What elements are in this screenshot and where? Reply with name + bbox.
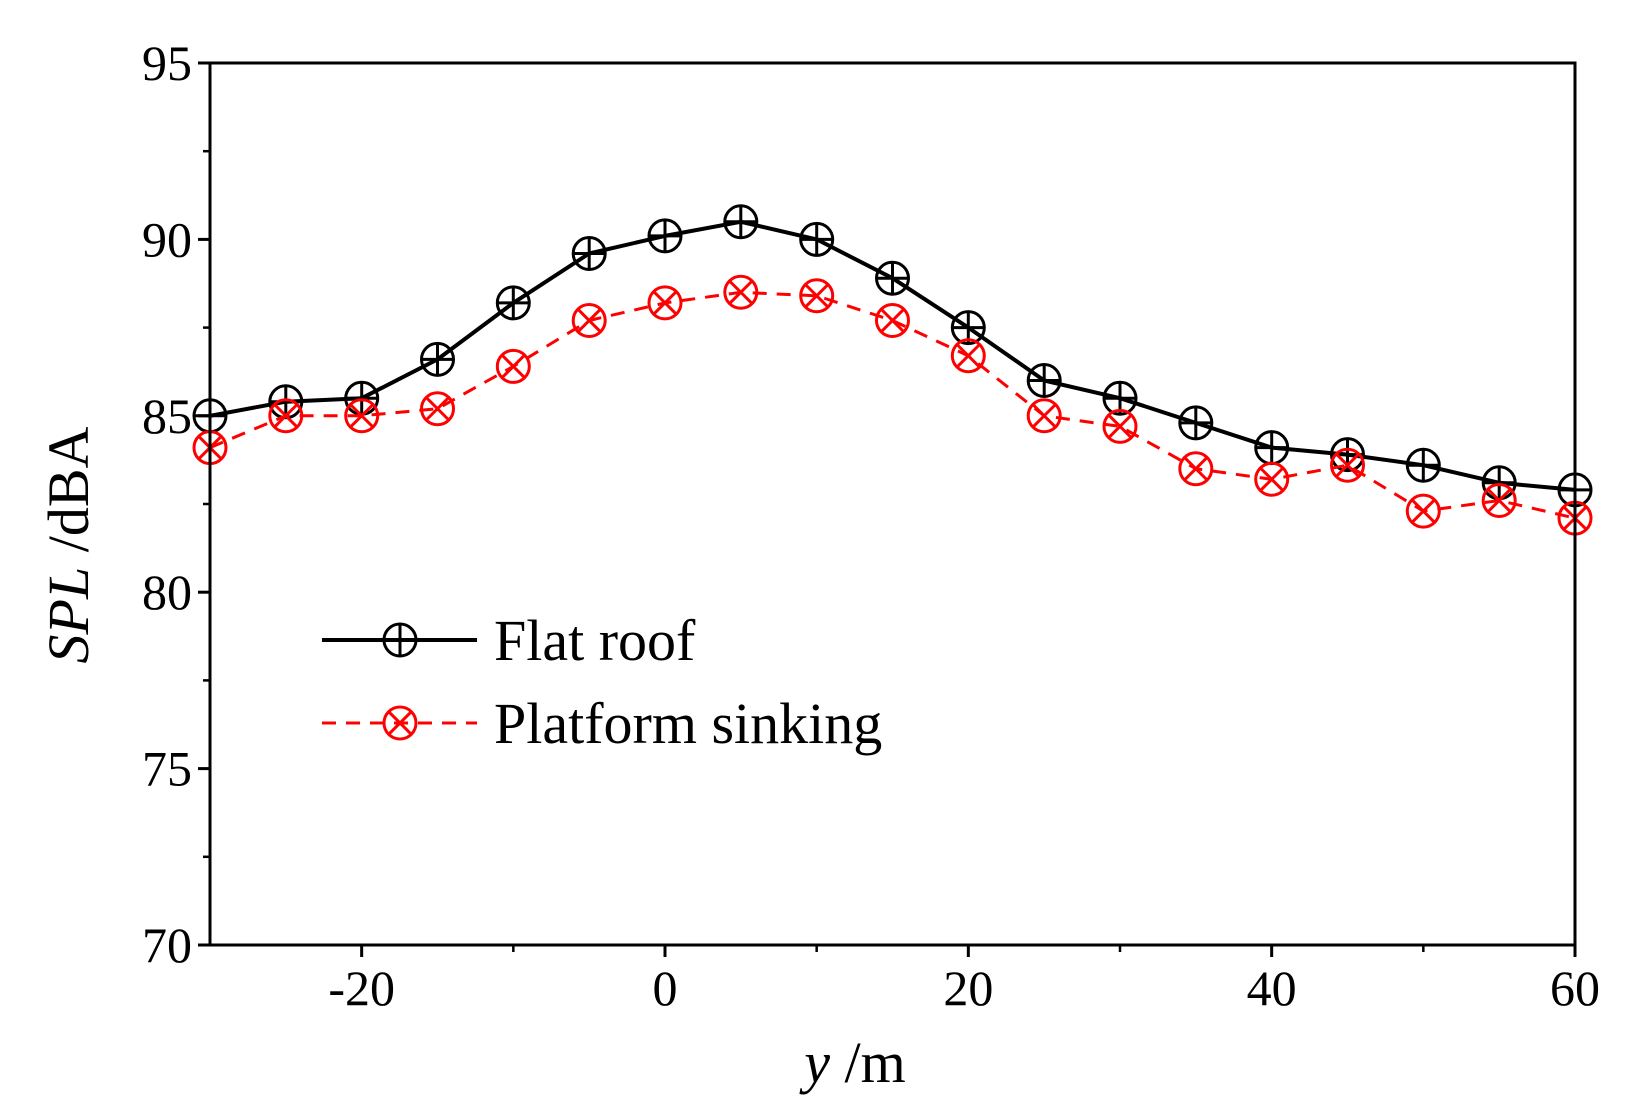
data-point-platform-sinking	[571, 303, 607, 338]
data-point-platform-sinking	[1102, 408, 1138, 444]
series-flat-roof	[192, 204, 1593, 508]
data-point-flat-roof	[420, 341, 455, 377]
x-tick-label: 40	[1247, 960, 1297, 1016]
y-axis-title: SPL /dBA	[36, 426, 101, 663]
y-tick-label: 70	[142, 917, 192, 973]
data-point-platform-sinking	[495, 348, 531, 384]
data-point-flat-roof	[1102, 380, 1138, 416]
y-tick-label: 80	[142, 564, 192, 620]
data-point-flat-roof	[268, 384, 304, 420]
data-point-platform-sinking	[1178, 451, 1214, 487]
data-point-platform-sinking	[1481, 483, 1517, 518]
y-tick-label: 85	[142, 388, 192, 444]
data-point-platform-sinking	[723, 274, 759, 310]
x-axis-title-var: y	[799, 1030, 830, 1095]
data-point-flat-roof	[1481, 465, 1517, 501]
data-point-flat-roof	[571, 236, 607, 271]
data-point-platform-sinking	[420, 391, 455, 427]
data-point-flat-roof	[875, 260, 910, 296]
plot-frame	[208, 61, 1577, 947]
data-point-platform-sinking	[875, 303, 910, 338]
data-point-flat-roof	[1405, 447, 1441, 483]
data-point-platform-sinking	[950, 338, 986, 374]
x-tick-label: 20	[943, 960, 993, 1016]
data-point-flat-roof	[647, 218, 683, 254]
data-point-flat-roof	[495, 285, 531, 321]
data-point-platform-sinking	[799, 278, 835, 314]
data-point-platform-sinking	[268, 398, 304, 434]
series-platform-sinking	[192, 274, 1593, 536]
x-tick-label: 60	[1550, 960, 1600, 1016]
data-point-platform-sinking	[1026, 398, 1062, 434]
x-axis-title: y /m	[799, 1030, 905, 1095]
legend-label-flat-roof: Flat roof	[494, 608, 696, 673]
data-point-flat-roof	[1254, 430, 1290, 466]
data-point-flat-roof	[799, 221, 835, 257]
x-tick-label: 0	[653, 960, 678, 1016]
x-axis-title-unit: /m	[830, 1030, 906, 1095]
data-point-platform-sinking	[647, 285, 683, 321]
y-axis-title-unit: /dBA	[36, 426, 101, 566]
y-tick-label: 95	[142, 35, 192, 91]
legend-label-platform-sinking: Platform sinking	[494, 691, 882, 756]
data-point-flat-roof	[1178, 405, 1214, 441]
plot-area	[192, 204, 1593, 536]
legend-entry-flat-roof: Flat roof	[322, 608, 696, 673]
data-point-platform-sinking	[1254, 461, 1290, 497]
data-point-flat-roof	[1026, 363, 1062, 398]
series-line-platform-sinking	[209, 290, 1576, 520]
legend-entry-platform-sinking: Platform sinking	[322, 691, 882, 756]
y-tick-label: 90	[142, 211, 192, 267]
legend-marker-platform-sinking	[382, 705, 418, 741]
x-tick-label: -20	[328, 960, 395, 1016]
data-point-flat-roof	[950, 310, 986, 346]
legend: Flat roof Platform sinking	[322, 608, 882, 756]
data-point-platform-sinking	[1330, 447, 1365, 483]
axes: 70 75 80 85 90 95 -20 0 20 40 60	[142, 35, 1600, 1016]
data-point-platform-sinking	[1405, 493, 1441, 529]
data-point-flat-roof	[344, 380, 380, 416]
data-point-platform-sinking	[344, 398, 380, 434]
data-point-flat-roof	[723, 204, 759, 240]
y-tick-label: 75	[142, 741, 192, 797]
y-axis-title-var: SPL	[36, 567, 101, 664]
legend-marker-flat-roof	[382, 622, 418, 658]
